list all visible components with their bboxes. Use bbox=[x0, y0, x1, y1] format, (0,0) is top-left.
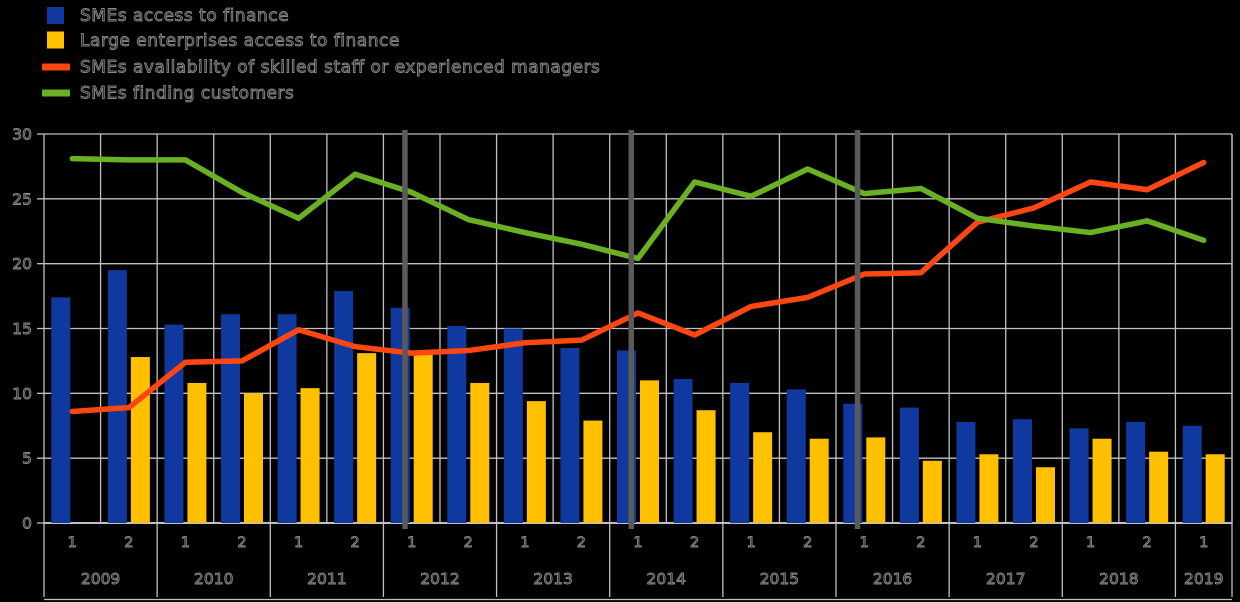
x-label-year: 2014 bbox=[647, 570, 686, 588]
y-axis-label: 15 bbox=[12, 320, 32, 338]
x-label-year: 2009 bbox=[81, 570, 120, 588]
bar-large-enterprises-access-to-finance bbox=[640, 380, 659, 523]
x-label-year: 2010 bbox=[194, 570, 233, 588]
x-label-half: 1 bbox=[407, 535, 416, 551]
bar-large-enterprises-access-to-finance bbox=[1092, 438, 1112, 523]
legend-label-skilled-staff: SMEs availability of skilled staff or ex… bbox=[80, 58, 600, 78]
bar-large-enterprises-access-to-finance bbox=[357, 353, 377, 523]
x-label-half: 2 bbox=[803, 535, 812, 551]
bar-smes-access-to-finance bbox=[1069, 428, 1089, 523]
x-label-half: 1 bbox=[860, 535, 869, 551]
bar-large-enterprises-access-to-finance bbox=[809, 438, 829, 523]
x-label-half: 2 bbox=[464, 535, 473, 551]
bar-smes-access-to-finance bbox=[1182, 425, 1202, 523]
bar-smes-access-to-finance bbox=[560, 347, 580, 523]
bar-smes-access-to-finance bbox=[447, 325, 467, 523]
bar-large-enterprises-access-to-finance bbox=[470, 382, 490, 523]
x-label-half: 2 bbox=[690, 535, 699, 551]
y-axis-label: 20 bbox=[12, 255, 32, 273]
bar-large-enterprises-access-to-finance bbox=[696, 410, 716, 523]
bar-smes-access-to-finance bbox=[334, 290, 354, 523]
bar-smes-access-to-finance bbox=[899, 407, 919, 523]
survey-wave-divider bbox=[628, 130, 634, 529]
y-axis-label: 25 bbox=[12, 190, 32, 208]
bar-smes-access-to-finance bbox=[277, 314, 297, 523]
x-label-half: 2 bbox=[916, 535, 925, 551]
legend-swatch-skilled-staff-line bbox=[42, 63, 70, 71]
legend-swatch-smes-access-square bbox=[47, 7, 64, 24]
line-skilled-staff-availability bbox=[69, 159, 1207, 415]
legend-label-finding-customers: SMEs finding customers bbox=[80, 84, 294, 104]
bar-smes-access-to-finance bbox=[107, 270, 127, 523]
bar-smes-access-to-finance bbox=[786, 389, 806, 523]
x-label-half: 1 bbox=[520, 535, 529, 551]
x-label-half: 1 bbox=[747, 535, 756, 551]
x-label-year: 2015 bbox=[760, 570, 799, 588]
chart-legend: SMEs access to finance Large enterprises… bbox=[42, 6, 600, 104]
x-label-half: 2 bbox=[124, 535, 133, 551]
x-label-half: 1 bbox=[68, 535, 77, 551]
bar-smes-access-to-finance bbox=[1126, 421, 1146, 523]
x-label-half: 1 bbox=[294, 535, 303, 551]
bar-large-enterprises-access-to-finance bbox=[979, 454, 999, 523]
bar-large-enterprises-access-to-finance bbox=[1036, 467, 1055, 523]
x-label-half: 2 bbox=[351, 535, 360, 551]
x-label-year: 2011 bbox=[307, 570, 346, 588]
legend-label-large-enterprises: Large enterprises access to finance bbox=[80, 31, 400, 51]
x-label-half: 2 bbox=[237, 535, 246, 551]
legend-swatch-finding-customers-line bbox=[42, 89, 70, 97]
y-axis-label: 10 bbox=[12, 385, 32, 403]
survey-wave-divider bbox=[854, 130, 861, 529]
x-label-half: 1 bbox=[633, 535, 642, 551]
legend-swatch-large-enterprises-square bbox=[47, 31, 64, 49]
bar-large-enterprises-access-to-finance bbox=[922, 460, 942, 523]
x-label-half: 2 bbox=[1029, 535, 1038, 551]
bar-large-enterprises-access-to-finance bbox=[526, 401, 546, 523]
x-label-year: 2019 bbox=[1184, 570, 1223, 588]
y-axis-label: 30 bbox=[12, 126, 32, 144]
y-axis-label: 5 bbox=[22, 450, 32, 468]
bar-large-enterprises-access-to-finance bbox=[244, 393, 263, 523]
bar-large-enterprises-access-to-finance bbox=[866, 437, 886, 523]
bar-large-enterprises-access-to-finance bbox=[753, 432, 773, 523]
x-label-year: 2017 bbox=[986, 570, 1025, 588]
bar-large-enterprises-access-to-finance bbox=[413, 354, 433, 523]
bar-smes-access-to-finance bbox=[164, 324, 184, 523]
bar-smes-access-to-finance bbox=[221, 314, 240, 523]
bar-large-enterprises-access-to-finance bbox=[130, 357, 150, 523]
bar-smes-access-to-finance bbox=[956, 421, 976, 523]
x-label-half: 1 bbox=[181, 535, 190, 551]
bar-smes-access-to-finance bbox=[673, 379, 693, 523]
plot-area: 0 5 10 15 20 25 30 1 2 2009 1 2 2010 1 2 2011 1 2 2012 1 2 20… bbox=[12, 125, 1233, 601]
line-finding-customers bbox=[69, 155, 1207, 262]
x-label-year: 2016 bbox=[873, 570, 912, 588]
bar-smes-access-to-finance bbox=[503, 328, 523, 523]
x-label-year: 2012 bbox=[420, 570, 459, 588]
x-label-half: 2 bbox=[577, 535, 586, 551]
bar-large-enterprises-access-to-finance bbox=[300, 388, 320, 523]
bar-smes-access-to-finance bbox=[1013, 419, 1032, 523]
bar-large-enterprises-access-to-finance bbox=[1205, 454, 1225, 523]
bar-large-enterprises-access-to-finance bbox=[583, 420, 603, 523]
bar-smes-access-to-finance bbox=[51, 297, 71, 523]
legend-label-smes-access: SMEs access to finance bbox=[80, 6, 289, 26]
y-axis-label: 0 bbox=[22, 515, 32, 533]
x-label-year: 2013 bbox=[533, 570, 572, 588]
x-label-half: 1 bbox=[973, 535, 982, 551]
bar-large-enterprises-access-to-finance bbox=[187, 382, 207, 523]
x-label-half: 1 bbox=[1086, 535, 1095, 551]
x-label-half: 1 bbox=[1199, 535, 1208, 551]
x-label-year: 2018 bbox=[1099, 570, 1138, 588]
bar-smes-access-to-finance bbox=[730, 382, 750, 523]
survey-wave-divider bbox=[402, 130, 408, 529]
x-label-half: 2 bbox=[1143, 535, 1152, 551]
bar-large-enterprises-access-to-finance bbox=[1149, 451, 1169, 523]
